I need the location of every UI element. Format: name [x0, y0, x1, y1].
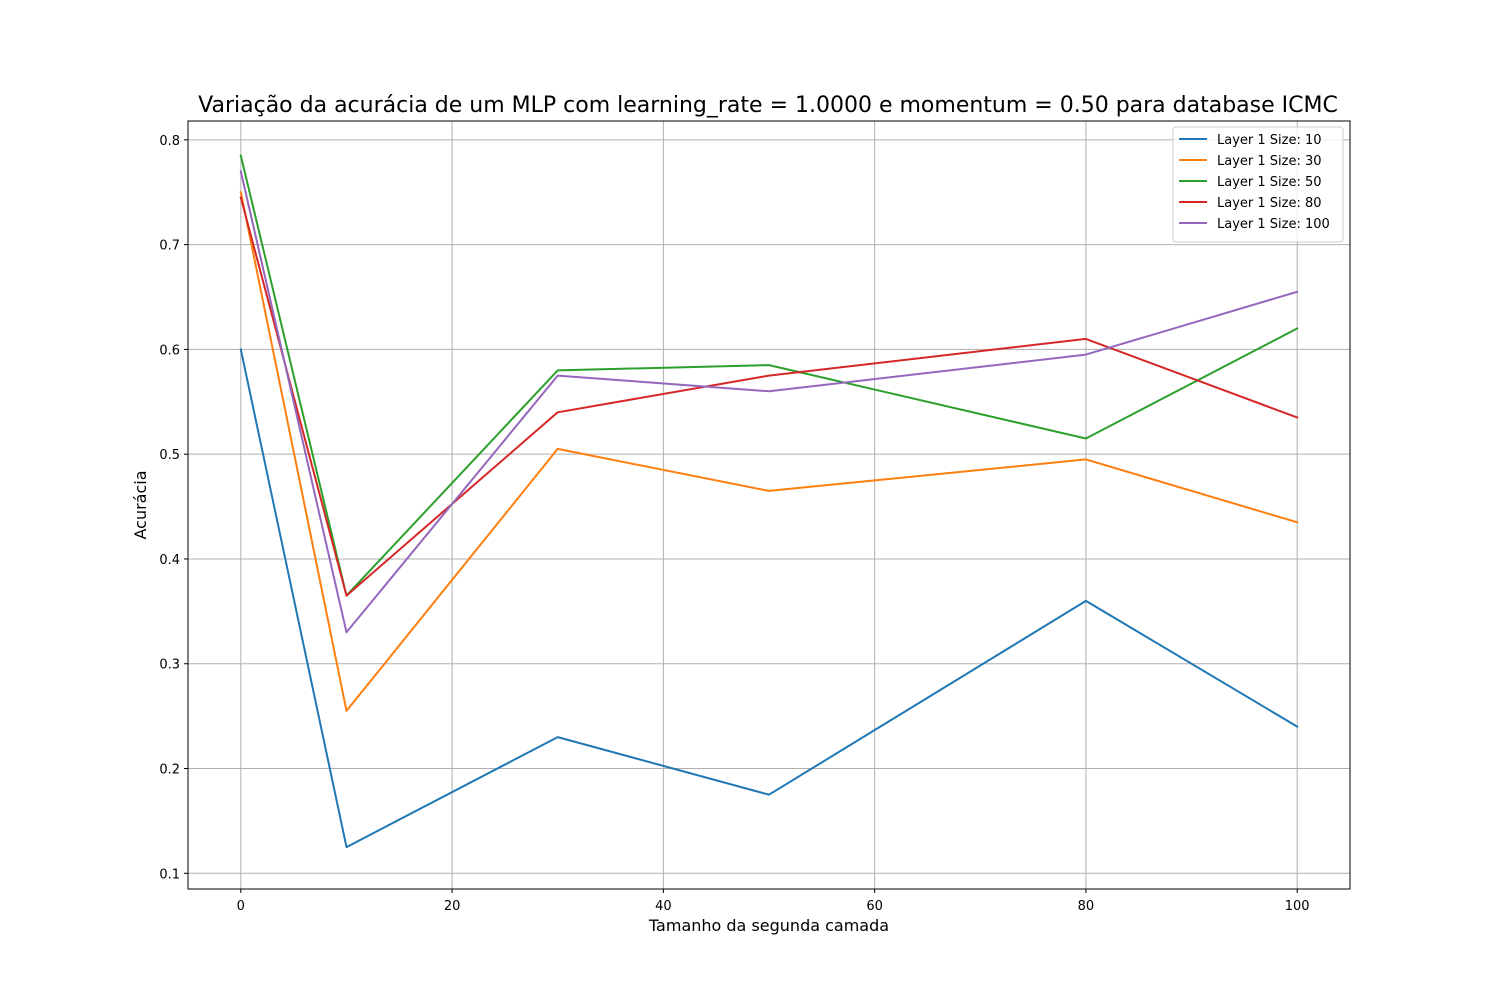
x-tick-label: 60	[866, 899, 883, 914]
x-tick-label: 100	[1285, 899, 1310, 914]
chart-title: Variação da acurácia de um MLP com learn…	[198, 93, 1338, 118]
plot-frame	[187, 120, 1351, 890]
x-axis: 0 20 40 60 80 100	[237, 889, 1310, 914]
y-axis-label: Acurácia	[131, 470, 150, 539]
y-tick-label: 0.2	[159, 763, 180, 778]
y-tick-label: 0.5	[159, 448, 180, 463]
legend-label: Layer 1 Size: 80	[1217, 196, 1322, 211]
y-tick-label: 0.4	[159, 553, 180, 568]
y-axis: 0.1 0.2 0.3 0.4 0.5 0.6 0.7 0.8	[159, 134, 188, 882]
y-tick-label: 0.6	[159, 343, 180, 358]
series-line-1	[239, 348, 1299, 849]
legend-box	[1172, 126, 1344, 243]
x-tick-label: 80	[1078, 899, 1095, 914]
series-layer	[239, 154, 1299, 849]
series-line-2	[239, 191, 1299, 712]
x-axis-label: Tamanho da segunda camada	[648, 916, 889, 935]
x-tick-label: 0	[237, 899, 245, 914]
y-tick-label: 0.7	[159, 239, 180, 254]
legend-label: Layer 1 Size: 50	[1217, 175, 1322, 190]
x-tick-label: 20	[444, 899, 461, 914]
y-tick-label: 0.3	[159, 658, 180, 673]
series-line-5	[239, 170, 1299, 634]
series-line-4	[239, 196, 1299, 597]
y-tick-label: 0.1	[159, 867, 180, 882]
legend-label: Layer 1 Size: 10	[1217, 133, 1322, 148]
legend: Layer 1 Size: 10 Layer 1 Size: 30 Layer 1 …	[1172, 126, 1344, 243]
series-line-3	[239, 154, 1299, 597]
y-tick-label: 0.8	[159, 134, 180, 149]
x-tick-label: 40	[655, 899, 672, 914]
grid	[188, 121, 1350, 889]
legend-label: Layer 1 Size: 30	[1217, 154, 1322, 169]
legend-label: Layer 1 Size: 100	[1217, 217, 1330, 232]
